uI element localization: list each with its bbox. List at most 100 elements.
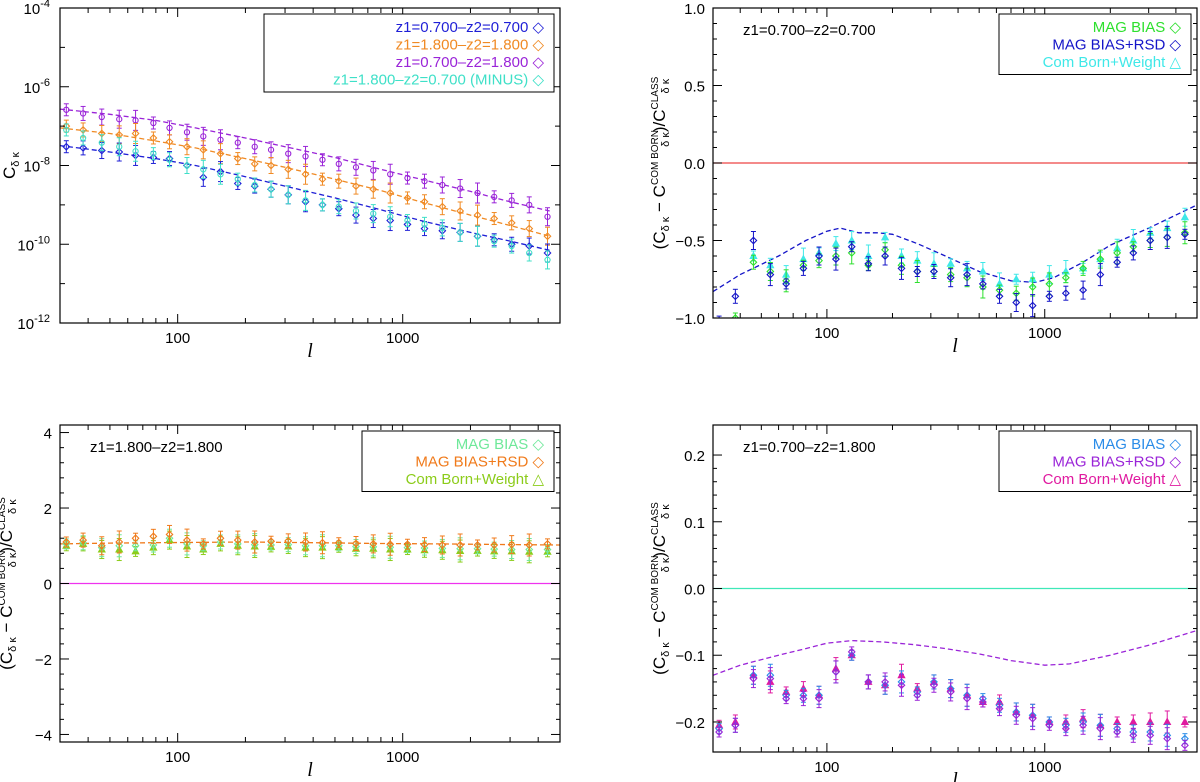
data-point: [864, 256, 873, 272]
data-point: [1146, 231, 1155, 250]
x-axis-label: l: [307, 340, 313, 362]
data-point: [352, 535, 360, 551]
data-point: [404, 171, 411, 185]
y-tick-label: 1.0: [684, 1, 705, 18]
x-tick-label: 1000: [386, 330, 419, 347]
y-tick-label: 10-8: [24, 156, 50, 176]
y-tick-label: 10-4: [24, 0, 50, 18]
legend: MAG BIAS ◇MAG BIAS+RSD ◇Com Born+Weight …: [361, 430, 555, 492]
data-point: [63, 123, 70, 137]
data-point: [544, 207, 551, 227]
data-point: [731, 288, 740, 304]
y-tick-label: 2: [44, 501, 52, 518]
data-point: [438, 535, 447, 555]
data-point: [132, 140, 139, 162]
data-point: [217, 163, 224, 185]
y-tick-label: −0.5: [675, 234, 705, 251]
data-point: [233, 530, 242, 550]
data-point: [301, 532, 310, 552]
data-point: [335, 156, 342, 172]
data-point: [782, 278, 791, 290]
y-tick-label: 0: [44, 577, 52, 594]
data-point: [978, 696, 987, 708]
data-point: [1061, 721, 1070, 737]
data-point: [318, 172, 327, 186]
data-point: [284, 533, 293, 549]
y-tick-label: 0.2: [684, 448, 705, 465]
y-tick-label: 10-6: [24, 77, 50, 97]
data-point: [995, 701, 1004, 717]
data-point: [1163, 727, 1172, 751]
x-axis-label: l: [952, 335, 958, 357]
y-axis-label: Cδ κ: [0, 152, 22, 179]
data-point: [63, 103, 70, 117]
panel-annotation: z1=0.700–z2=0.700: [743, 22, 876, 39]
data-point: [473, 539, 482, 551]
data-point: [334, 537, 343, 549]
data-point: [267, 141, 275, 159]
y-axis-label: (Cδ κ − CCOM BORNδ κ)/CCLASSδ κ: [650, 76, 672, 249]
data-point: [352, 202, 360, 220]
data-point: [319, 198, 326, 212]
data-point: [199, 538, 208, 550]
data-point: [946, 258, 955, 270]
legend: z1=0.700–z2=0.700 ◇z1=1.800–z2=1.800 ◇z1…: [263, 13, 555, 93]
y-axis-label: (Cδ κ − CCOM BORNδ κ)/CCLASSδ κ: [650, 502, 672, 675]
data-point: [251, 139, 258, 155]
data-point: [881, 672, 890, 692]
data-point: [267, 535, 276, 547]
data-point: [1079, 260, 1088, 276]
data-point: [131, 122, 140, 144]
data-point: [352, 158, 360, 176]
data-point: [731, 312, 740, 318]
y-tick-label: 4: [44, 426, 52, 443]
data-point: [815, 689, 823, 709]
legend-entry: MAG BIAS+RSD ◇: [1052, 37, 1181, 54]
x-tick-label: 1000: [386, 749, 419, 766]
data-point: [749, 254, 758, 270]
data-point: [386, 532, 395, 556]
data-point: [782, 693, 791, 705]
data-point: [267, 157, 276, 174]
plot-area: [713, 629, 1197, 751]
data-point: [963, 687, 972, 711]
data-point: [1180, 228, 1189, 240]
panel-annotation: z1=0.700–z2=1.800: [743, 439, 876, 456]
y-tick-label: −0.2: [675, 715, 705, 732]
data-point: [420, 537, 429, 553]
data-point: [115, 530, 124, 554]
data-point: [847, 241, 856, 253]
data-point: [421, 173, 428, 189]
plot-area: [60, 103, 552, 270]
data-point: [544, 250, 551, 270]
data-point: [285, 185, 292, 205]
y-tick-label: 10-12: [17, 313, 50, 333]
data-point: [1079, 280, 1088, 300]
y-tick-label: −2: [35, 652, 52, 669]
y-tick-label: 0.0: [684, 582, 705, 599]
data-point: [507, 535, 516, 555]
data-point: [913, 689, 922, 701]
data-point: [457, 179, 464, 199]
data-point: [250, 530, 259, 554]
data-point: [799, 260, 808, 276]
data-point: [474, 182, 481, 204]
data-point: [302, 145, 309, 167]
data-point: [1180, 716, 1190, 728]
data-point: [1163, 225, 1172, 249]
data-point: [1113, 726, 1122, 738]
data-point: [216, 530, 225, 546]
data-point: [319, 153, 326, 167]
data-point: [131, 532, 140, 544]
data-point: [334, 173, 343, 189]
x-tick-label: 100: [165, 749, 190, 766]
y-tick-label: 0.5: [684, 79, 705, 96]
data-point: [897, 256, 906, 280]
data-point: [149, 131, 158, 145]
data-point: [404, 214, 411, 228]
data-point: [369, 179, 378, 199]
data-point: [525, 220, 534, 238]
data-point: [490, 537, 499, 553]
panel-p2: 100 1000 −1.0 −0.5 0.0 0.5 1.0 l (Cδ κ − CCOM BO…: [650, 1, 1198, 357]
y-tick-label: −1.0: [675, 311, 705, 328]
